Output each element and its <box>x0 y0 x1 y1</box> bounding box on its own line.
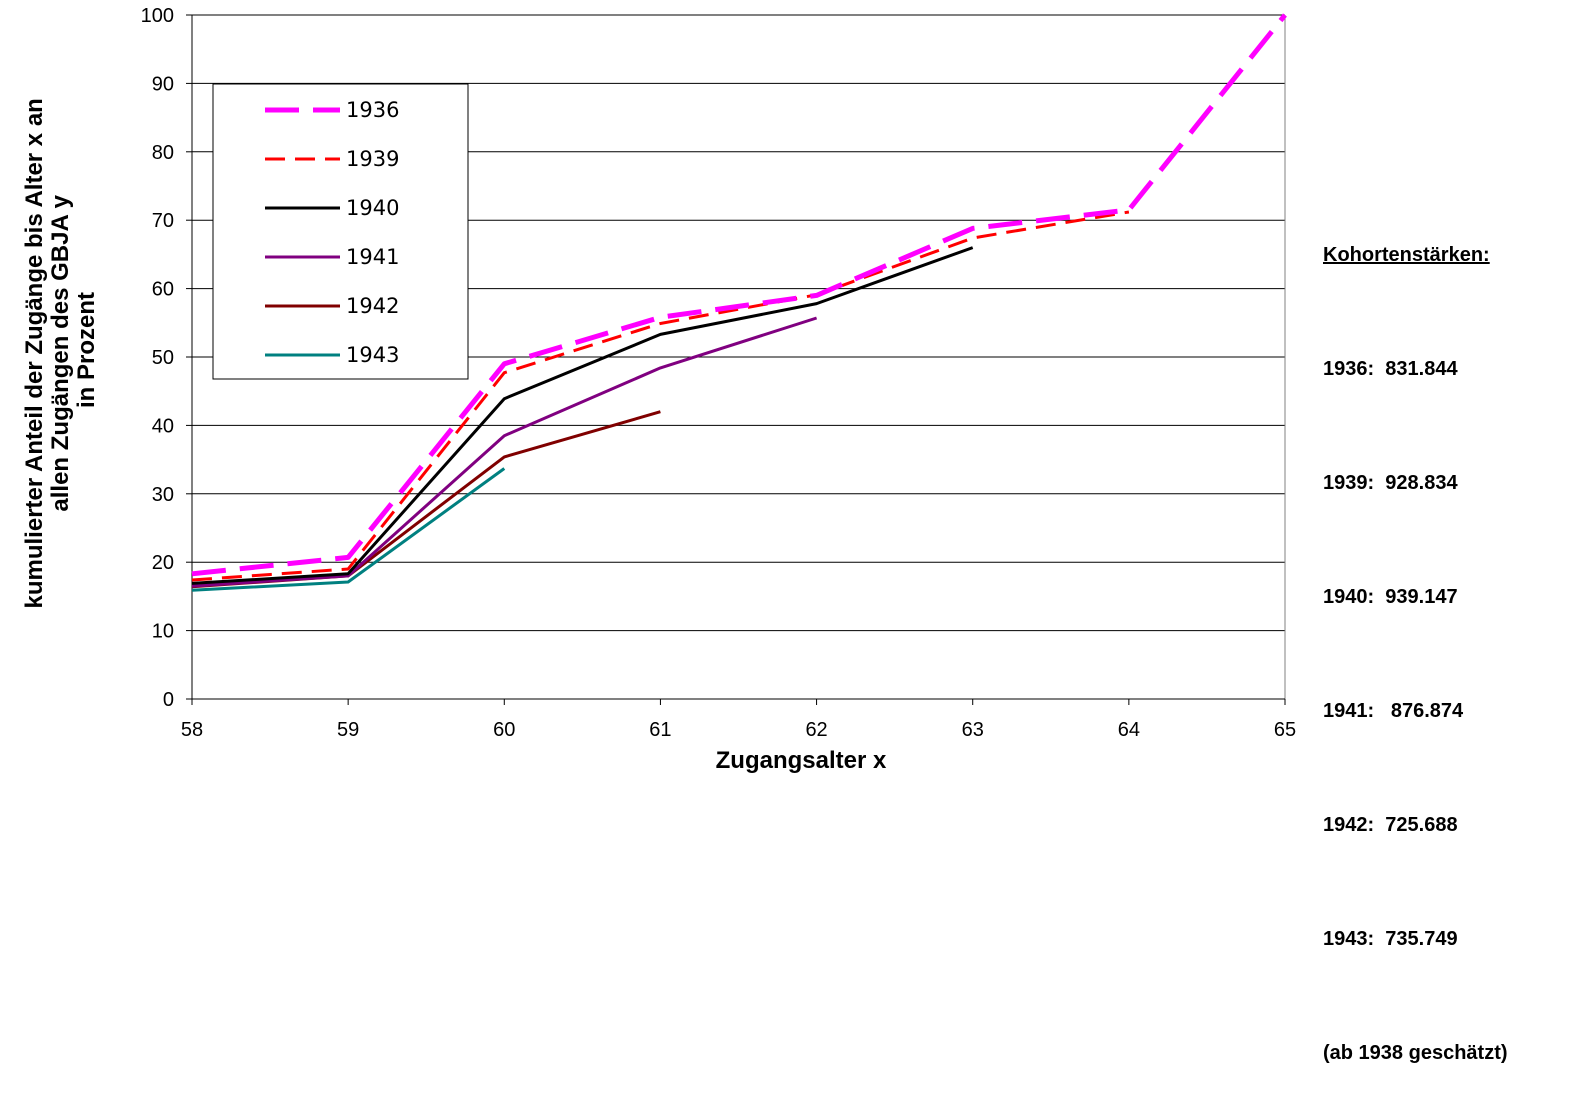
x-tick-label: 60 <box>493 719 515 741</box>
cohort-size-line: 1941: 876.874 <box>1323 700 1464 722</box>
y-tick-labels: 0 10 20 30 40 50 60 70 80 90 100 <box>141 5 174 711</box>
y-tick-label: 70 <box>152 210 174 232</box>
cohort-sizes-title: Kohortenstärken: <box>1323 244 1490 266</box>
cohort-size-line: 1942: 725.688 <box>1323 814 1458 836</box>
series-line-1942 <box>191 410 661 589</box>
cohort-size-line: 1943: 735.749 <box>1323 928 1458 950</box>
x-tick-label: 65 <box>1274 719 1296 741</box>
y-tick-label: 80 <box>152 142 174 164</box>
y-axis-title: kumulierter Anteil der Zugänge bis Alter… <box>21 92 100 609</box>
x-tick-label: 61 <box>649 719 671 741</box>
estimate-note: (ab 1938 geschätzt) <box>1323 1042 1508 1064</box>
x-tick-label: 59 <box>337 719 359 741</box>
legend: 1936 1939 1940 1941 1942 1943 <box>212 83 469 380</box>
legend-label-1939: 1939 <box>346 147 399 171</box>
cohort-sizes-note: Kohortenstärken: 1936: 831.844 1939: 928… <box>1323 160 1591 1110</box>
series-lines <box>191 13 1287 592</box>
y-axis-title-line-3: in Prozent <box>73 292 100 408</box>
series-line-1940 <box>191 246 974 585</box>
x-axis-title: Zugangsalter x <box>716 747 887 774</box>
legend-label-1936: 1936 <box>346 98 399 122</box>
x-tick-label: 58 <box>181 719 203 741</box>
cohort-size-line: 1936: 831.844 <box>1323 358 1458 380</box>
x-tick-label: 63 <box>962 719 984 741</box>
series-line-1936 <box>191 13 1287 577</box>
y-tick-label: 40 <box>152 415 174 437</box>
series-line-1941 <box>191 316 818 588</box>
y-tick-label: 30 <box>152 484 174 506</box>
cohort-size-line: 1940: 939.147 <box>1323 586 1458 608</box>
x-tick-label: 64 <box>1118 719 1140 741</box>
legend-box <box>212 83 469 380</box>
y-tick-label: 10 <box>152 621 174 643</box>
legend-label-1943: 1943 <box>346 343 399 367</box>
y-tick-label: 0 <box>163 689 174 711</box>
y-axis-title-line-1: kumulierter Anteil der Zugänge bis Alter… <box>21 98 48 608</box>
y-tick-label: 20 <box>152 552 174 574</box>
y-tick-label: 90 <box>152 73 174 95</box>
y-tick-label: 50 <box>152 347 174 369</box>
y-tick-label: 100 <box>141 5 174 27</box>
series-line-1939 <box>191 210 1130 582</box>
y-tick-label: 60 <box>152 279 174 301</box>
legend-label-1942: 1942 <box>346 294 399 318</box>
y-axis-title-line-2: allen Zugängen des GBJA y <box>47 194 74 511</box>
legend-label-1941: 1941 <box>346 245 399 269</box>
cohort-size-line: 1939: 928.834 <box>1323 472 1458 494</box>
series-line-1943 <box>191 467 506 592</box>
legend-label-1940: 1940 <box>346 196 399 220</box>
x-tick-label: 62 <box>805 719 827 741</box>
x-tick-labels: 58 59 60 61 62 63 64 65 <box>181 719 1296 741</box>
